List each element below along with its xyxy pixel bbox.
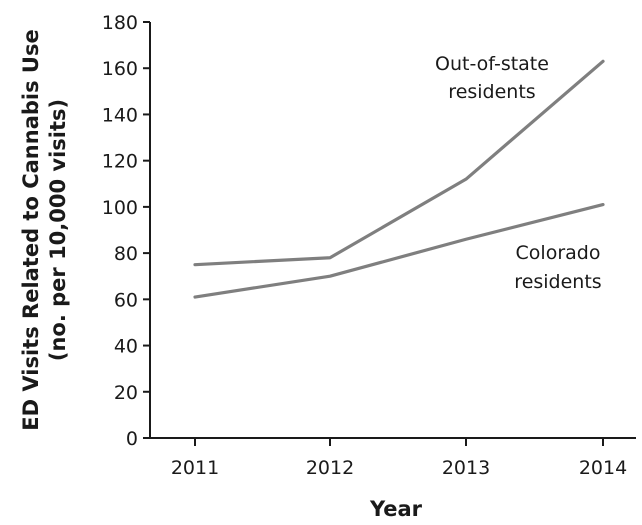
y-tick-label-60: 60 [114,289,138,311]
y-axis-ticks: 0 20 40 60 80 100 120 140 160 180 [102,12,150,450]
y-tick-label-20: 20 [114,382,138,404]
y-tick-label-100: 100 [102,197,138,219]
y-tick-label-180: 180 [102,12,138,34]
x-tick-label-2013: 2013 [442,457,490,479]
x-axis-label: Year [369,497,423,521]
x-tick-label-2011: 2011 [171,457,219,479]
y-tick-label-0: 0 [126,428,138,450]
y-tick-label-80: 80 [114,243,138,265]
x-axis-ticks: 2011 2012 2013 2014 [171,438,627,479]
y-tick-label-40: 40 [114,336,138,358]
y-axis-label-line-2: (no. per 10,000 visits) [46,99,70,361]
series-line-colorado [193,202,605,299]
y-tick-label-160: 160 [102,58,138,80]
series-line-out-of-state [193,59,605,267]
series-label-colorado-line-2: residents [514,271,601,293]
y-tick-label-140: 140 [102,104,138,126]
series-label-out-of-state-line-1: Out-of-state [435,53,549,75]
series-label-colorado-line-1: Colorado [516,242,601,264]
x-tick-label-2012: 2012 [306,457,354,479]
axes [149,22,636,439]
series-label-out-of-state-line-2: residents [448,81,535,103]
x-tick-label-2014: 2014 [579,457,627,479]
series-layer [193,59,605,299]
y-tick-label-120: 120 [102,151,138,173]
y-axis-label-line-1: ED Visits Related to Cannabis Use [19,29,43,430]
